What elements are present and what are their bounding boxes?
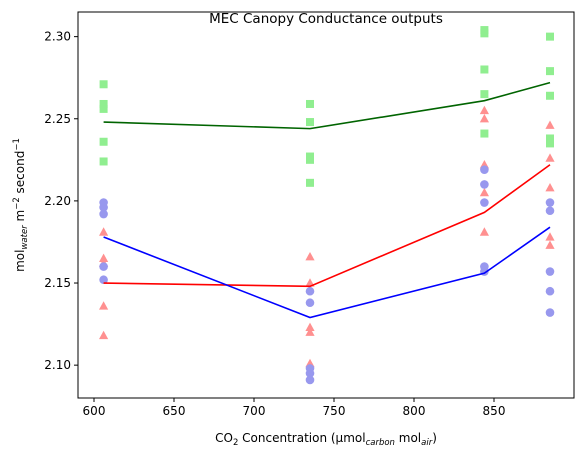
data-point xyxy=(480,90,488,98)
data-point xyxy=(99,210,108,219)
y-tick-label: 2.15 xyxy=(44,276,71,290)
data-point xyxy=(306,100,314,108)
data-point xyxy=(306,156,314,164)
data-point xyxy=(546,198,555,207)
data-point xyxy=(546,67,554,75)
data-point xyxy=(306,179,314,187)
data-point xyxy=(546,139,554,147)
data-point xyxy=(546,287,555,296)
data-point xyxy=(306,287,315,296)
data-point xyxy=(480,29,488,37)
data-point xyxy=(306,118,314,126)
data-point xyxy=(100,80,108,88)
y-axis-label: molwater m−2 second−1 xyxy=(12,138,30,272)
x-tick-label: 800 xyxy=(403,404,426,418)
data-point xyxy=(546,206,555,215)
y-axis: 2.10 2.15 2.20 2.25 2.30 xyxy=(44,30,78,373)
data-point xyxy=(306,298,315,307)
x-tick-label: 650 xyxy=(163,404,186,418)
y-tick-label: 2.30 xyxy=(44,30,71,44)
data-point xyxy=(480,180,489,189)
data-point xyxy=(546,92,554,100)
x-tick-label: 850 xyxy=(483,404,506,418)
plot-area xyxy=(78,12,574,398)
data-point xyxy=(306,376,315,385)
chart-title: MEC Canopy Conductance outputs xyxy=(209,11,443,27)
y-tick-label: 2.10 xyxy=(44,358,71,372)
data-point xyxy=(100,138,108,146)
data-point xyxy=(100,105,108,113)
y-tick-label: 2.25 xyxy=(44,112,71,126)
data-point xyxy=(546,308,555,317)
x-tick-label: 750 xyxy=(323,404,346,418)
data-point xyxy=(480,65,488,73)
x-tick-label: 700 xyxy=(243,404,266,418)
x-tick-label: 600 xyxy=(83,404,106,418)
y-tick-label: 2.20 xyxy=(44,194,71,208)
x-axis-label: CO2 Concentration (µmolcarbon molair) xyxy=(215,431,437,448)
data-point xyxy=(99,262,108,271)
x-axis: 600 650 700 750 800 850 xyxy=(83,398,506,418)
data-point xyxy=(480,198,489,207)
data-point xyxy=(100,157,108,165)
data-point xyxy=(480,130,488,138)
data-point xyxy=(546,267,555,276)
data-point xyxy=(480,165,489,174)
data-point xyxy=(546,33,554,41)
